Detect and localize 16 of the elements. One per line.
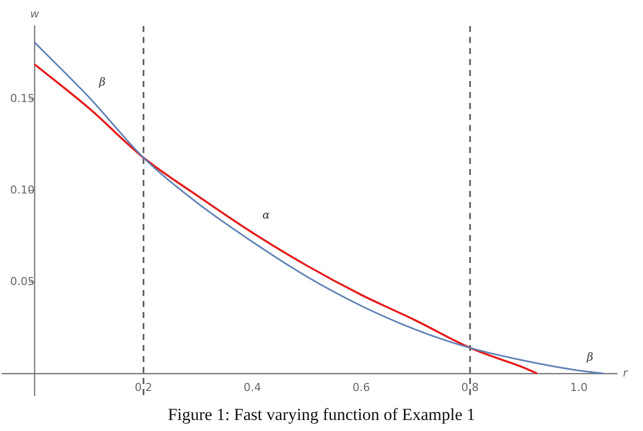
y-axis-title: w xyxy=(30,7,40,20)
y-tick-label: 0.05 xyxy=(10,274,35,288)
y-tick-label: 0.15 xyxy=(10,92,35,106)
series-label: β xyxy=(586,350,594,364)
x-tick-label: 0.4 xyxy=(244,380,262,394)
caption: Figure 1: Fast varying function of Example 1 xyxy=(166,405,476,425)
line-series xyxy=(34,42,604,374)
x-tick-label: 0.2 xyxy=(134,380,152,394)
series-label: α xyxy=(262,208,270,222)
x-tick-label: 0.8 xyxy=(461,380,479,394)
x-tick-label: 0.6 xyxy=(352,380,370,394)
y-tick-label: 0.10 xyxy=(10,183,35,196)
x-axis-title: r xyxy=(623,366,629,380)
line-series xyxy=(34,63,538,374)
x-tick-label: 1.0 xyxy=(570,380,588,394)
text: β xyxy=(99,75,106,88)
